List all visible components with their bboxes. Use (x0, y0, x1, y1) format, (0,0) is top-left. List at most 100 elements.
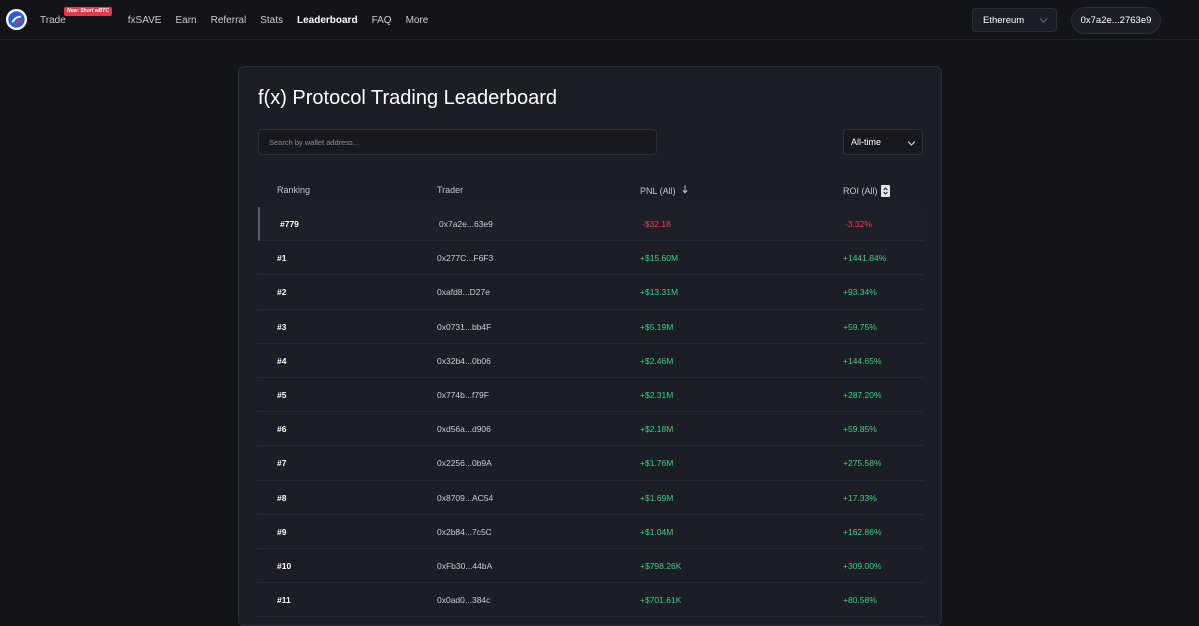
roi-cell: +287.20% (843, 389, 882, 400)
table-row-current-user[interactable]: #779 0x7a2e...63e9 -$32.18 -3.32% (258, 207, 924, 242)
column-header-label: PNL (All) (640, 185, 676, 196)
trader-address-cell[interactable]: 0x32b4...0b06 (437, 355, 491, 366)
trader-address-cell[interactable]: 0x0731...bb4F (437, 321, 492, 332)
sort-toggle-icon[interactable] (880, 185, 890, 197)
table-row[interactable]: #11 0x0ad0...384c +$701.61K +80.58% (258, 583, 924, 618)
nav-item-earn[interactable]: Earn (175, 15, 196, 26)
trader-address-cell[interactable]: 0x7a2e...63e9 (439, 219, 493, 229)
table-row[interactable]: #2 0xafd8...D27e +$13.31M +93.34% (258, 275, 924, 310)
pnl-cell: +$1.04M (640, 526, 674, 537)
pnl-cell: +$5.19M (640, 321, 674, 332)
pnl-cell: +$2.31M (640, 389, 674, 400)
network-label: Ethereum (983, 14, 1025, 26)
column-header-label: Trader (437, 185, 464, 195)
roi-cell: +80.58% (843, 595, 877, 606)
leaderboard-table: Ranking Trader PNL (All) ROI (All) #779 0… (258, 173, 924, 618)
trader-address-cell[interactable]: 0xd56a...d906 (437, 424, 491, 435)
roi-cell: +59.85% (843, 424, 877, 435)
table-row[interactable]: #4 0x32b4...0b06 +$2.46M +144.65% (258, 344, 924, 378)
column-header-pnl[interactable]: PNL (All) (640, 185, 688, 196)
chevron-down-icon (1039, 16, 1048, 27)
rank-cell: #779 (280, 219, 299, 229)
rank-cell: #2 (277, 287, 287, 298)
nav-item-label: fxSAVE (127, 14, 162, 26)
table-row[interactable]: #7 0x2256...0b9A +$1.76M +275.58% (258, 446, 924, 481)
pnl-cell: +$798.26K (640, 560, 682, 571)
pnl-cell: +$701.61K (640, 595, 682, 606)
roi-cell: -3.32% (845, 219, 872, 229)
new-feature-badge: New: Short wBTC (64, 6, 112, 16)
rank-cell: #3 (277, 321, 287, 332)
table-row[interactable]: #5 0x774b...f79F +$2.31M +287.20% (258, 378, 924, 413)
nav-item-stats[interactable]: Stats (260, 15, 283, 26)
trader-address-cell[interactable]: 0x277C...F6F3 (437, 253, 494, 264)
roi-cell: +93.34% (843, 287, 877, 298)
table-row[interactable]: #8 0x8709...AC54 +$1.69M +17.33% (258, 481, 924, 515)
pnl-cell: -$32.18 (642, 219, 671, 229)
nav-item-fxsave[interactable]: fxSAVE (128, 15, 162, 26)
nav-item-faq[interactable]: FAQ (372, 15, 392, 26)
period-label: All-time (851, 137, 882, 147)
trader-address-cell[interactable]: 0xFb30...44bA (437, 560, 493, 571)
column-header-label: Ranking (277, 185, 311, 195)
table-row[interactable]: #3 0x0731...bb4F +$5.19M +59.75% (258, 310, 924, 344)
rank-cell: #9 (277, 526, 287, 537)
roi-cell: +275.58% (843, 458, 882, 469)
wallet-address-button[interactable]: 0x7a2e...2763e9 (1071, 7, 1161, 34)
roi-cell: +59.75% (843, 321, 877, 332)
pnl-cell: +$13.31M (640, 287, 679, 298)
nav-item-trade[interactable]: Trade New: Short wBTC (40, 6, 112, 26)
nav-item-label: Referral (210, 14, 247, 26)
nav-item-referral[interactable]: Referral (211, 15, 247, 26)
table-row[interactable]: #1 0x277C...F6F3 +$15.60M +1441.84% (258, 241, 924, 276)
trader-address-cell[interactable]: 0x8709...AC54 (437, 492, 494, 503)
pnl-cell: +$2.46M (640, 355, 674, 366)
rank-cell: #11 (277, 595, 291, 606)
table-row[interactable]: #10 0xFb30...44bA +$798.26K +309.00% (258, 549, 924, 584)
trader-address-cell[interactable]: 0x2b84...7c5C (437, 526, 492, 537)
nav-item-label: Earn (175, 14, 197, 26)
pnl-cell: +$2.18M (640, 424, 674, 435)
rank-cell: #6 (277, 424, 287, 435)
column-header-roi[interactable]: ROI (All) (843, 185, 890, 197)
nav-item-label: Stats (260, 14, 283, 26)
wallet-search-input[interactable] (258, 129, 657, 155)
table-row[interactable]: #6 0xd56a...d906 +$2.18M +59.85% (258, 412, 924, 447)
trader-address-cell[interactable]: 0x0ad0...384c (437, 595, 491, 606)
column-header-ranking: Ranking (277, 185, 310, 195)
table-header: Ranking Trader PNL (All) ROI (All) (258, 173, 924, 207)
nav-item-leaderboard[interactable]: Leaderboard (297, 15, 358, 26)
table-row[interactable]: #9 0x2b84...7c5C +$1.04M +162.86% (258, 515, 924, 549)
period-selector[interactable]: All-time (843, 129, 923, 155)
network-selector[interactable]: Ethereum (972, 8, 1057, 32)
main-nav: Trade New: Short wBTC fxSAVE Earn Referr… (40, 0, 442, 40)
column-header-trader: Trader (437, 185, 463, 195)
pnl-cell: +$1.76M (640, 458, 674, 469)
rank-cell: #7 (277, 458, 287, 469)
page-title: f(x) Protocol Trading Leaderboard (258, 87, 558, 109)
rank-cell: #5 (277, 389, 287, 400)
rank-cell: #1 (277, 253, 287, 264)
trader-address-cell[interactable]: 0x774b...f79F (437, 389, 489, 400)
top-navigation-bar: Trade New: Short wBTC fxSAVE Earn Referr… (0, 0, 1199, 40)
rank-cell: #8 (277, 492, 287, 503)
fx-logo-icon[interactable] (6, 9, 27, 30)
roi-cell: +1441.84% (843, 253, 887, 264)
wallet-address: 0x7a2e...2763e9 (1080, 15, 1152, 26)
nav-item-label: More (405, 14, 429, 26)
pnl-cell: +$15.60M (640, 253, 679, 264)
nav-item-more[interactable]: More (406, 15, 429, 26)
nav-item-label: Leaderboard (296, 14, 358, 26)
roi-cell: +17.33% (843, 492, 877, 503)
roi-cell: +144.65% (843, 355, 882, 366)
column-header-label: ROI (All) (843, 186, 878, 196)
rank-cell: #4 (277, 355, 287, 366)
leaderboard-card: f(x) Protocol Trading Leaderboard All-ti… (238, 66, 942, 626)
trader-address-cell[interactable]: 0xafd8...D27e (437, 287, 490, 298)
chevron-down-icon (907, 139, 916, 149)
trader-address-cell[interactable]: 0x2256...0b9A (437, 458, 492, 469)
pnl-cell: +$1.69M (640, 492, 674, 503)
arrow-down-icon[interactable] (682, 185, 688, 196)
roi-cell: +162.86% (843, 526, 882, 537)
nav-item-label: FAQ (371, 14, 392, 26)
